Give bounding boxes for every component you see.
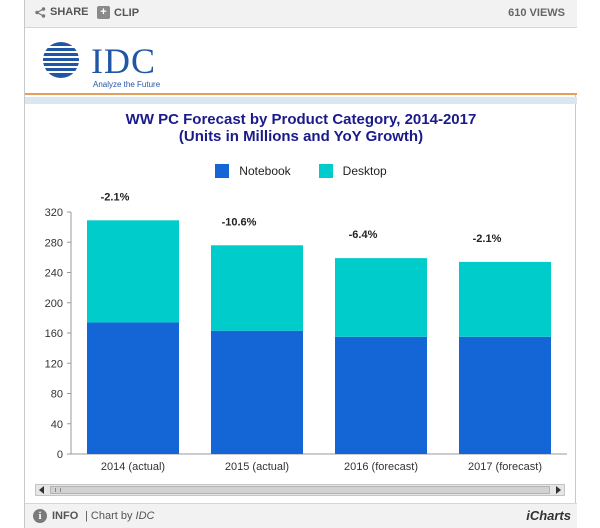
grip-icon	[55, 488, 61, 492]
horizontal-scrollbar[interactable]	[35, 484, 565, 496]
bar-desktop-2[interactable]	[335, 258, 427, 337]
growth-label: -10.6%	[222, 216, 257, 228]
logo-header: IDC Analyze the Future	[25, 28, 577, 95]
bar-chart: 0 40 80 120 160 200 240 280 320 2014 (actual) -2.1…	[45, 191, 567, 473]
y-tick-label: 280	[45, 237, 63, 249]
info-button[interactable]: i INFO	[33, 509, 78, 523]
y-tick-label: 200	[45, 298, 63, 310]
y-tick-label: 120	[45, 358, 63, 370]
bar-notebook-3[interactable]	[459, 336, 551, 454]
header-band	[25, 97, 577, 104]
footer-bar: i INFO | Chart by IDC iCharts	[25, 503, 577, 528]
clip-label: CLIP	[114, 6, 140, 19]
chart-title: WW PC Forecast by Product Category, 2014…	[125, 111, 477, 128]
bar-desktop-0[interactable]	[87, 220, 179, 323]
x-tick-label: 2015 (actual)	[225, 461, 289, 473]
credit-prefix: | Chart by	[85, 510, 136, 522]
legend-item-notebook[interactable]: Notebook	[215, 164, 291, 178]
bar-desktop-1[interactable]	[211, 245, 303, 331]
legend-item-desktop[interactable]: Desktop	[318, 164, 387, 178]
icharts-logo[interactable]: iCharts	[526, 508, 571, 523]
bar-desktop-3[interactable]	[459, 261, 551, 337]
credit-name[interactable]: IDC	[135, 510, 155, 522]
x-tick-label: 2014 (actual)	[101, 461, 165, 473]
share-label: SHARE	[50, 6, 89, 18]
scroll-right-icon[interactable]	[556, 486, 561, 494]
top-toolbar: SHARE + CLIP 610 VIEWS	[25, 0, 577, 28]
view-count: 610 VIEWS	[508, 7, 565, 19]
legend-swatch-desktop	[318, 164, 333, 178]
info-icon: i	[33, 509, 47, 523]
y-tick-label: 0	[57, 449, 63, 461]
y-tick-label: 240	[45, 268, 63, 280]
growth-label: -2.1%	[101, 191, 130, 203]
growth-label: -2.1%	[473, 233, 502, 245]
share-button[interactable]: SHARE	[35, 6, 89, 18]
legend-swatch-notebook	[215, 164, 230, 178]
x-tick-label: 2016 (forecast)	[344, 461, 418, 473]
logo-text: IDC	[91, 41, 156, 81]
share-icon	[35, 6, 46, 18]
info-label: INFO	[52, 510, 79, 522]
scrollbar-thumb[interactable]	[50, 486, 550, 494]
clip-button[interactable]: + CLIP	[97, 6, 139, 19]
plus-icon: +	[97, 6, 110, 19]
chart-credit: | Chart by IDC	[85, 510, 155, 522]
y-tick-label: 320	[45, 207, 63, 219]
chart-frame: SHARE + CLIP 610 VIEWS IDC Analyze the F…	[24, 0, 577, 528]
y-tick-label: 40	[51, 419, 63, 431]
bar-notebook-2[interactable]	[335, 336, 427, 454]
y-tick-label: 160	[45, 328, 63, 340]
legend-label-notebook: Notebook	[239, 164, 291, 178]
legend-label-desktop: Desktop	[342, 164, 387, 178]
globe-icon	[41, 42, 85, 78]
scroll-left-icon[interactable]	[39, 486, 44, 494]
x-tick-label: 2017 (forecast)	[468, 461, 542, 473]
chart-subtitle: (Units in Millions and YoY Growth)	[178, 128, 424, 145]
bar-notebook-1[interactable]	[211, 330, 303, 454]
bar-notebook-0[interactable]	[87, 322, 179, 454]
logo-tagline: Analyze the Future	[93, 80, 161, 89]
growth-label: -6.4%	[349, 229, 378, 241]
chart-legend: Notebook Desktop	[25, 164, 577, 178]
y-tick-label: 80	[51, 389, 63, 401]
